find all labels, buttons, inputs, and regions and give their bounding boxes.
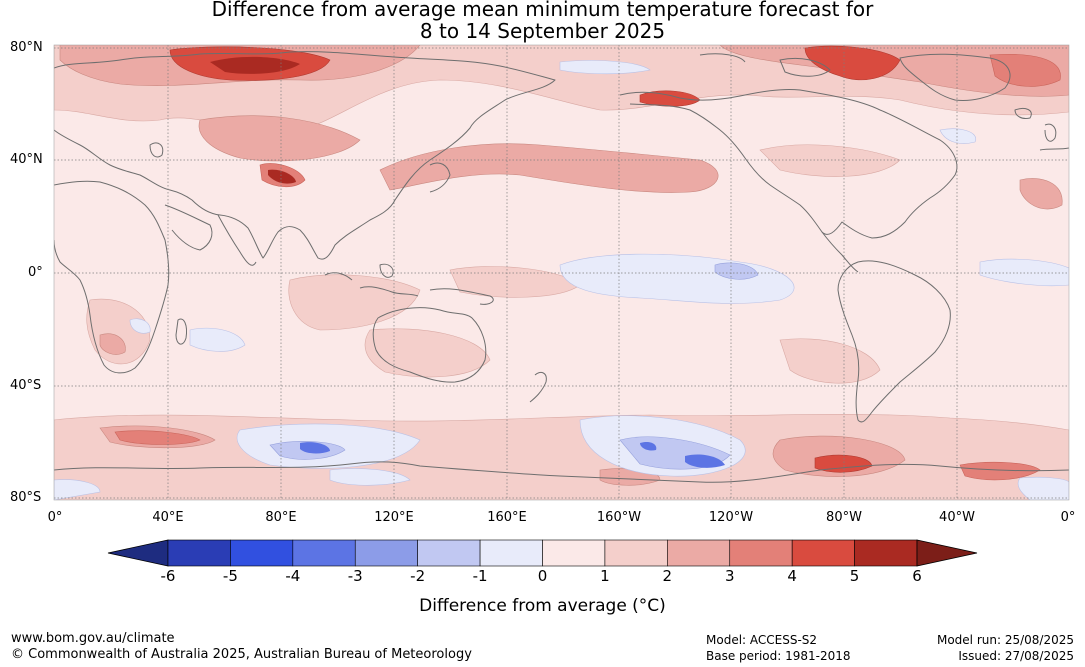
footer-url[interactable]: www.bom.gov.au/climate (11, 631, 175, 646)
colorbar-tick-label: -4 (285, 567, 301, 585)
lon-label-160w: 160°W (596, 510, 642, 525)
colorbar-tick-label: 3 (724, 567, 735, 585)
lat-label-80n: 80°N (10, 40, 43, 55)
colorbar-swatch (604, 539, 668, 567)
lon-label-120w: 120°W (708, 510, 754, 525)
colorbar-swatch (667, 539, 731, 567)
lon-label-40w: 40°W (939, 510, 975, 525)
colorbar-swatch (354, 539, 418, 567)
colorbar-swatch (167, 539, 231, 567)
coastlines (54, 51, 1069, 483)
colorbar-tick-label: 5 (849, 567, 860, 585)
lat-label-40s: 40°S (10, 378, 42, 393)
colorbar-swatch (230, 539, 294, 567)
footer-model: Model: ACCESS-S2 (706, 633, 818, 647)
lat-label-80s: 80°S (10, 490, 42, 505)
lat-label-40n: 40°N (10, 152, 43, 167)
colorbar-tick-label: -6 (160, 567, 176, 585)
footer-base-period: Base period: 1981-2018 (706, 649, 851, 663)
colorbar-tick-label: 0 (537, 567, 548, 585)
lon-label-160e: 160°E (487, 510, 527, 525)
lon-label-0-east: 0° (1060, 510, 1076, 525)
colorbar-swatch (417, 539, 481, 567)
colorbar-swatch (479, 539, 543, 567)
lon-label-0: 0° (47, 510, 63, 525)
lon-label-80e: 80°E (265, 510, 297, 525)
lon-label-80w: 80°W (826, 510, 862, 525)
colorbar-extension-low (107, 539, 169, 567)
colorbar-swatch (542, 539, 606, 567)
colorbar-tick-label: 6 (912, 567, 922, 585)
colorbar-tick-label: 2 (662, 567, 673, 585)
colorbar-tick-label: -2 (410, 567, 426, 585)
colorbar-swatch (791, 539, 855, 567)
colorbar-swatch (854, 539, 918, 567)
colorbar-tick-label: 4 (787, 567, 797, 585)
chart-title-line1: Difference from average mean minimum tem… (211, 0, 874, 21)
colorbar-swatch (729, 539, 793, 567)
footer-issued: Issued: 27/08/2025 (958, 649, 1074, 663)
colorbar-tick-label: -3 (347, 567, 363, 585)
footer-model-run: Model run: 25/08/2025 (936, 633, 1074, 647)
colorbar-swatch (292, 539, 356, 567)
colorbar-extension-high (916, 539, 978, 567)
lon-label-120e: 120°E (374, 510, 414, 525)
footer-copyright: © Commonwealth of Australia 2025, Austra… (11, 647, 472, 662)
anomaly-fields (54, 45, 1069, 500)
lon-label-40e: 40°E (152, 510, 184, 525)
colorbar-tick-label: 1 (600, 567, 610, 585)
colorbar-tick-label: -1 (472, 567, 488, 585)
gridlines (54, 45, 1069, 500)
colorbar-tick-label: -5 (222, 567, 238, 585)
map-frame (53, 44, 1070, 501)
chart-title-line2: 8 to 14 September 2025 (419, 19, 666, 43)
lat-label-equator: 0° (28, 265, 43, 280)
colorbar-label: Difference from average (°C) (419, 596, 666, 616)
